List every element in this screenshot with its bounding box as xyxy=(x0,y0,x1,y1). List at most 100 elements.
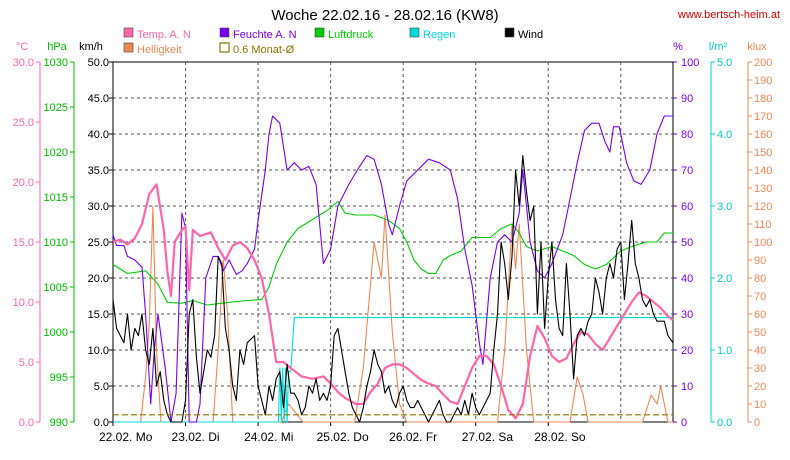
axis-tick-label: 1020 xyxy=(44,147,68,159)
x-axis-labels: 22.02. Mo 23.02. Di 24.02. Mi 25.02. Do 26.0… xyxy=(99,422,586,444)
axis-tick-label: 1025 xyxy=(44,102,68,114)
axis-tick-label: 5.0 xyxy=(94,381,109,393)
legend-item: Luftdruck xyxy=(314,27,374,41)
legend-item: Feuchte A. N xyxy=(219,27,297,41)
axis-%: % 0 10 20 30 40 50 60 70 80 90 100 xyxy=(673,41,699,429)
axis-unit: klux xyxy=(747,41,767,53)
axis-tick-label: 1005 xyxy=(44,282,68,294)
axis-tick-label: 45.0 xyxy=(88,93,109,105)
axis-tick-label: 30.0 xyxy=(13,57,34,69)
axis-tick-label: 10 xyxy=(754,399,766,411)
x-tick-label: 22.02. Mo xyxy=(99,430,153,444)
axis-tick-label: 30 xyxy=(754,363,766,375)
axis-tick-label: 995 xyxy=(50,372,68,384)
axis-unit: °C xyxy=(16,41,28,53)
legend-label: 0.6 Monat-Ø xyxy=(233,44,295,56)
axis-tick-label: 120 xyxy=(754,201,772,213)
x-tick-label: 28.02. So xyxy=(534,430,586,444)
legend-swatch xyxy=(123,27,134,38)
legend-item: Temp. A. N xyxy=(123,27,191,41)
x-tick-label: 25.02. Do xyxy=(317,430,369,444)
axis-tick-label: 30.0 xyxy=(88,201,109,213)
x-tick-label: 23.02. Di xyxy=(172,430,220,444)
axis-tick-label: 990 xyxy=(50,417,68,429)
axis-tick-label: 70 xyxy=(754,291,766,303)
legend-swatch xyxy=(219,42,230,53)
legend-swatch xyxy=(504,27,515,38)
axis-tick-label: 30 xyxy=(681,309,693,321)
axis-tick-label: 70 xyxy=(681,165,693,177)
axis-tick-label: 40 xyxy=(754,345,766,357)
axis-tick-label: 0.0 xyxy=(717,417,732,429)
axis-unit: hPa xyxy=(47,41,67,53)
legend-label: Luftdruck xyxy=(328,29,374,41)
axis-tick-label: 20.0 xyxy=(88,273,109,285)
chart-title: Woche 22.02.16 - 28.02.16 (KW8) xyxy=(271,7,498,24)
source-label: www.bertsch-heim.at xyxy=(677,9,780,21)
axis-tick-label: 5.0 xyxy=(717,57,732,69)
legend-swatch xyxy=(409,27,420,38)
axis-tick-label: 60 xyxy=(754,309,766,321)
axis-klux: klux 0 10 20 30 40 50 60 70 80 90 100 110 120 130 140 15… xyxy=(747,41,772,429)
axis-tick-label: 90 xyxy=(754,255,766,267)
legend-label: Temp. A. N xyxy=(137,29,191,41)
axis-unit: % xyxy=(673,41,683,53)
series-line xyxy=(112,183,674,420)
axis-tick-label: 80 xyxy=(754,273,766,285)
axis-hPa: hPa 990 995 1000 1005 1010 1015 1020 1025 1030 xyxy=(44,41,75,429)
axis-tick-label: 0 xyxy=(681,417,687,429)
axis-tick-label: 50 xyxy=(754,327,766,339)
axis-tick-label: 1000 xyxy=(44,327,68,339)
axis-l/m²: l/m² 0.0 1.0 2.0 3.0 4.0 5.0 xyxy=(709,41,732,429)
legend-item: Helligkeit xyxy=(123,42,182,56)
axis-tick-label: 1010 xyxy=(44,237,68,249)
axis-tick-label: 1.0 xyxy=(717,345,732,357)
axis-tick-label: 40.0 xyxy=(88,129,109,141)
legend-label: Regen xyxy=(423,29,455,41)
legend-item: 0.6 Monat-Ø xyxy=(219,42,295,56)
legend-label: Wind xyxy=(518,29,543,41)
axis-tick-label: 1015 xyxy=(44,192,68,204)
axis-tick-label: 150 xyxy=(754,147,772,159)
axis-tick-label: 3.0 xyxy=(717,201,732,213)
grid xyxy=(113,62,673,422)
axis-tick-label: 20 xyxy=(754,381,766,393)
axis-tick-label: 25.0 xyxy=(88,237,109,249)
series-layer xyxy=(112,115,674,423)
axis-tick-label: 100 xyxy=(754,237,772,249)
legend-label: Feuchte A. N xyxy=(233,29,297,41)
axis-tick-label: 160 xyxy=(754,129,772,141)
axis-°C: °C 0.0 5.0 10.0 15.0 20.0 25.0 30.0 xyxy=(13,41,41,429)
axis-tick-label: 4.0 xyxy=(717,129,732,141)
legend-label: Helligkeit xyxy=(137,44,182,56)
axis-unit: km/h xyxy=(79,41,103,53)
legend-swatch xyxy=(314,27,325,38)
axis-tick-label: 180 xyxy=(754,93,772,105)
axis-tick-label: 110 xyxy=(754,219,772,231)
axis-tick-label: 1030 xyxy=(44,57,68,69)
series-line xyxy=(113,317,673,423)
legend: Temp. A. N Helligkeit Feuchte A. N 0.6 Mona… xyxy=(123,27,543,56)
legend-swatch xyxy=(219,27,230,38)
axis-tick-label: 35.0 xyxy=(88,165,109,177)
legend-swatch xyxy=(123,42,134,53)
axis-unit: l/m² xyxy=(709,41,728,53)
axis-tick-label: 130 xyxy=(754,183,772,195)
axis-tick-label: 0 xyxy=(754,417,760,429)
axis-tick-label: 10.0 xyxy=(13,297,34,309)
axis-tick-label: 40 xyxy=(681,273,693,285)
legend-item: Regen xyxy=(409,27,455,41)
axis-tick-label: 50 xyxy=(681,237,693,249)
axis-tick-label: 2.0 xyxy=(717,273,732,285)
axis-tick-label: 5.0 xyxy=(19,357,34,369)
x-tick-label: 27.02. Sa xyxy=(462,430,514,444)
x-tick-label: 24.02. Mi xyxy=(244,430,293,444)
axis-tick-label: 100 xyxy=(681,57,699,69)
axis-tick-label: 20 xyxy=(681,345,693,357)
axis-tick-label: 50.0 xyxy=(88,57,109,69)
axis-tick-label: 90 xyxy=(681,93,693,105)
axis-tick-label: 170 xyxy=(754,111,772,123)
axis-tick-label: 10 xyxy=(681,381,693,393)
axis-tick-label: 200 xyxy=(754,57,772,69)
axis-tick-label: 190 xyxy=(754,75,772,87)
